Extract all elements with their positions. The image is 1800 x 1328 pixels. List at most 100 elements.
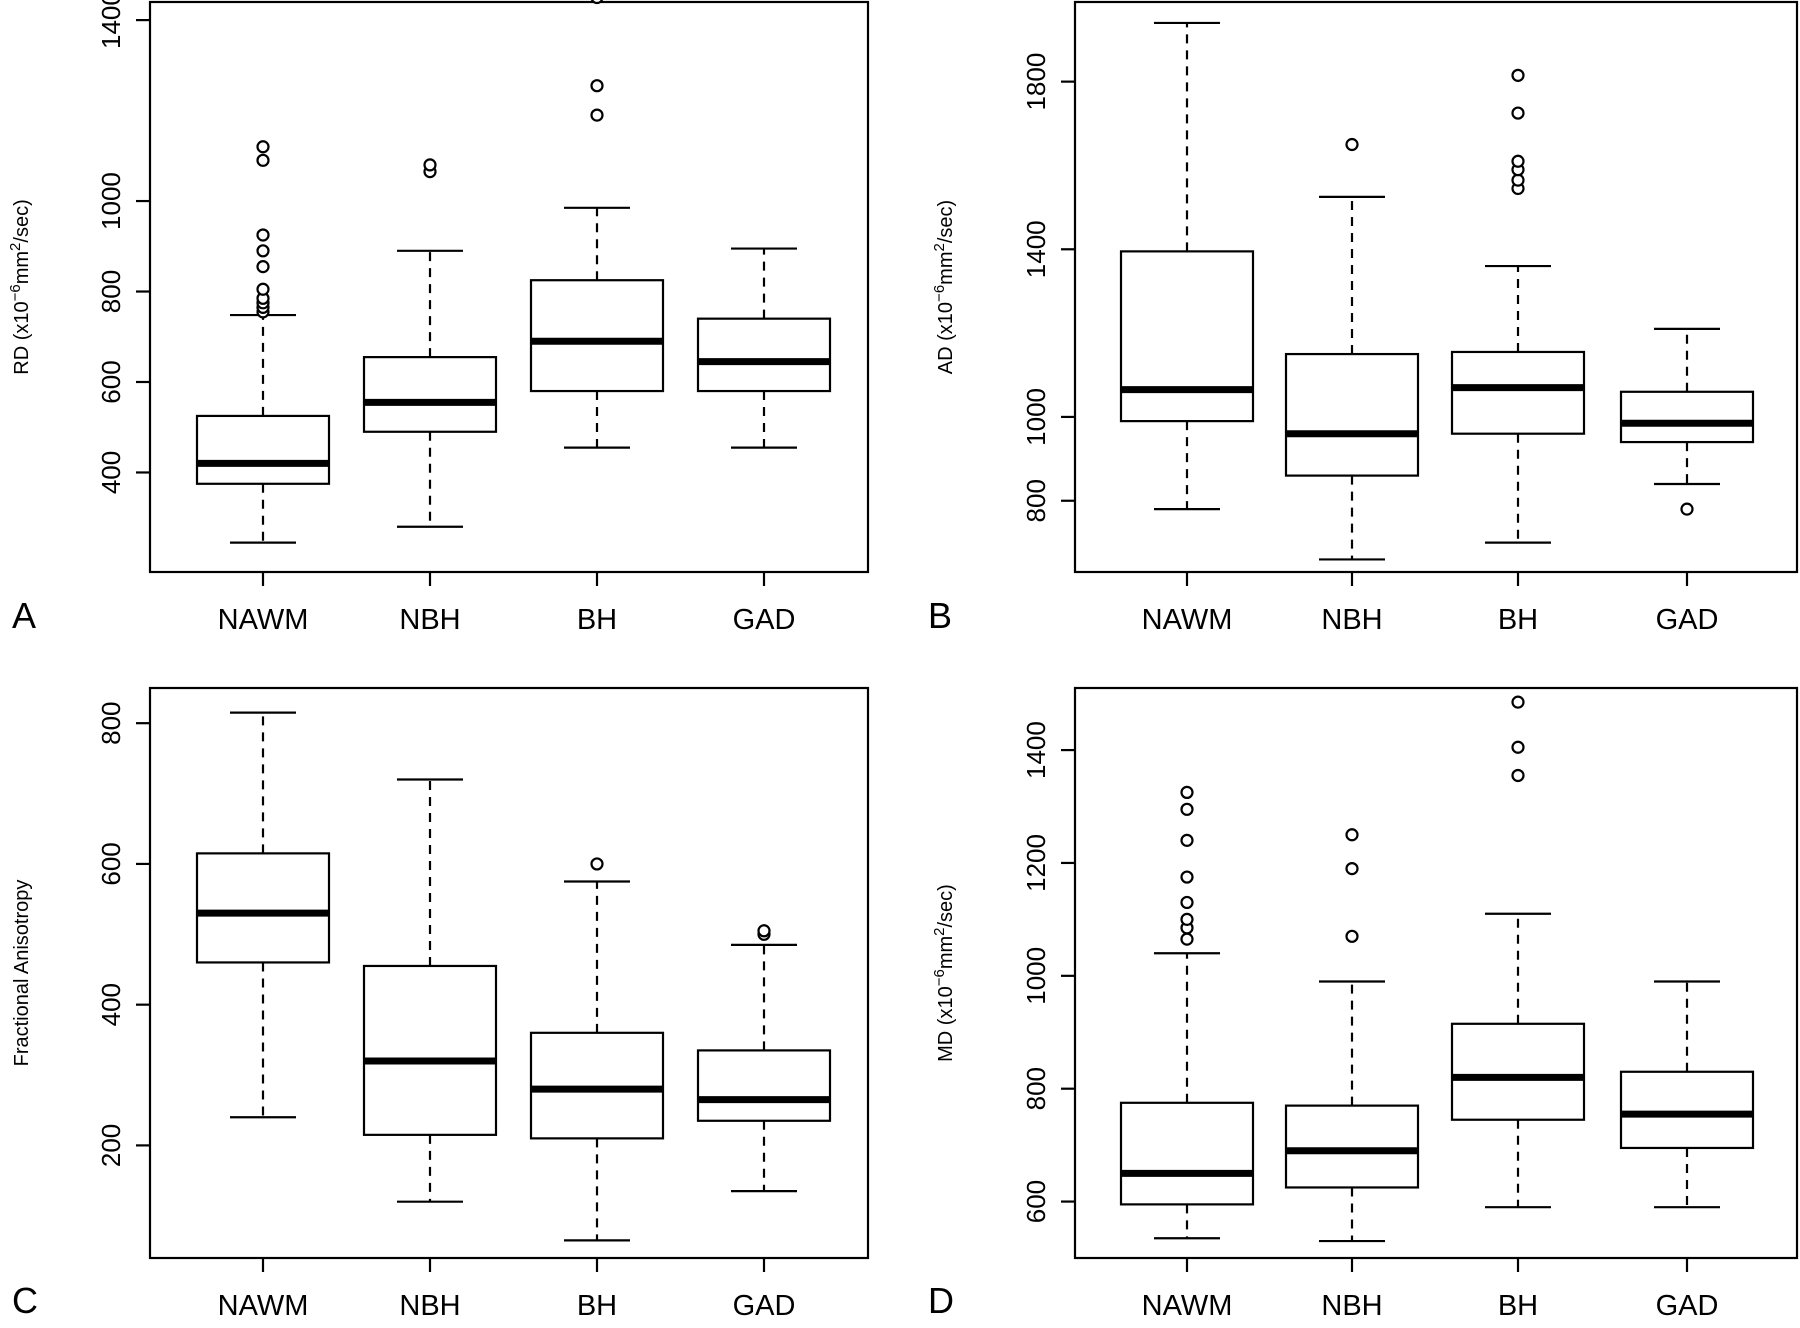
box-gad [1619, 327, 1755, 516]
iqr-box [1450, 1022, 1586, 1121]
outlier-point [1180, 895, 1194, 910]
y-tick-label: 1200 [1021, 834, 1051, 892]
x-tick-label: NAWM [218, 1290, 309, 1322]
y-tick-label: 400 [96, 451, 126, 494]
y-axis-title-part: mm [935, 936, 957, 969]
box-gad [696, 924, 832, 1193]
y-axis-title-part: mm [935, 252, 957, 285]
panel-label: C [12, 1280, 38, 1321]
panel-b: 800 1000 1400 1800 NAWM NBH BH GAD AD (x10−6mm2/… [928, 0, 1799, 636]
y-tick-label: 600 [1021, 1180, 1051, 1223]
outlier-point [1511, 768, 1525, 783]
y-tick-label: 400 [96, 983, 126, 1026]
iqr-box [362, 356, 498, 433]
outlier-point [1680, 502, 1694, 516]
y-axis-title-superscript: 2 [931, 243, 948, 251]
outlier-point [1180, 932, 1194, 946]
iqr-box [1450, 350, 1586, 435]
x-tick-label: NBH [1321, 1290, 1382, 1322]
outlier-point [757, 924, 771, 938]
box-nawm [1119, 785, 1255, 1240]
y-axis-title: AD (x10−6mm2/sec) [931, 200, 957, 374]
box-bh [529, 857, 665, 1242]
y-axis-title-part: /sec) [935, 884, 957, 927]
iqr-box [195, 414, 331, 485]
y-tick-label: 1000 [1021, 388, 1051, 446]
plot-frame [1073, 0, 1799, 574]
outlier-point [1511, 740, 1525, 754]
outlier-point [1511, 68, 1525, 82]
outlier-point [1345, 929, 1359, 943]
iqr-box [529, 1031, 665, 1140]
outlier-point [256, 228, 270, 242]
y-tick-label: 600 [96, 360, 126, 403]
outlier-point [1345, 137, 1359, 152]
box-nbh [362, 158, 498, 528]
x-tick-label: GAD [733, 1290, 796, 1322]
iqr-box [1284, 1104, 1420, 1189]
outlier-point [1180, 833, 1194, 847]
outlier-point [1511, 106, 1525, 120]
iqr-box [195, 852, 331, 964]
x-tick-label: BH [577, 1290, 617, 1322]
y-axis-title-part: AD (x10 [935, 302, 957, 374]
y-tick-label: 1000 [1021, 947, 1051, 1005]
y-tick-label: 1800 [1021, 53, 1051, 111]
outlier-point [256, 244, 270, 258]
outlier-point [1511, 173, 1525, 187]
x-tick-label: GAD [1656, 1290, 1719, 1322]
y-tick-label: 200 [96, 1124, 126, 1167]
y-axis-title-part: MD (x10 [935, 986, 957, 1062]
box-bh [529, 0, 665, 449]
y-axis-title-part: /sec) [935, 200, 957, 243]
outlier-point [590, 79, 604, 93]
y-tick-label: 800 [1021, 479, 1051, 522]
x-tick-label: BH [1498, 604, 1538, 636]
y-axis-title: MD (x10−6mm2/sec) [931, 884, 957, 1062]
outlier-point [256, 282, 270, 296]
y-tick-label: 1400 [1021, 220, 1051, 278]
y-axis-title-part: mm [11, 251, 33, 284]
x-tick-label: GAD [733, 604, 796, 636]
x-tick-label: NAWM [1142, 604, 1233, 636]
outlier-point [590, 108, 604, 122]
iqr-box [1619, 390, 1755, 444]
iqr-box [1119, 1101, 1255, 1206]
outlier-point [1180, 912, 1194, 926]
outlier-point [1345, 828, 1359, 842]
x-tick-label: NBH [1321, 604, 1382, 636]
box-nawm [1119, 21, 1255, 511]
box-nbh [1284, 137, 1420, 561]
panel-label: A [12, 595, 36, 636]
outlier-point [590, 857, 604, 871]
y-axis-title-superscript: −6 [931, 969, 948, 986]
plot-frame [148, 686, 870, 1260]
x-tick-label: NAWM [218, 604, 309, 636]
box-bh [1450, 695, 1586, 1209]
y-axis-title-superscript: 2 [7, 243, 24, 251]
outlier-point [1511, 695, 1525, 709]
x-tick-label: NBH [399, 1290, 460, 1322]
y-axis-title-superscript: −6 [931, 285, 948, 302]
outlier-point [1345, 861, 1359, 876]
y-tick-label: 1400 [96, 0, 126, 49]
x-tick-label: NAWM [1142, 1290, 1233, 1322]
y-axis-title-superscript: −6 [7, 284, 24, 301]
box-bh [1450, 68, 1586, 544]
x-tick-label: NBH [399, 604, 460, 636]
outlier-point [423, 158, 437, 172]
y-tick-label: 800 [96, 701, 126, 744]
y-axis-title-part: Fractional Anisotropy [11, 880, 33, 1067]
plot-frame [1073, 686, 1799, 1260]
y-axis-title-part: /sec) [11, 199, 33, 242]
box-nbh [1284, 828, 1420, 1243]
iqr-box [696, 1049, 832, 1122]
y-axis-title-part: RD (x10 [11, 301, 33, 374]
panel-label: D [928, 1280, 954, 1321]
outlier-point [1180, 802, 1194, 816]
iqr-box [696, 317, 832, 393]
outlier-point [1511, 154, 1525, 168]
outlier-point [256, 153, 270, 167]
box-gad [1619, 980, 1755, 1209]
plot-frame [148, 0, 870, 574]
